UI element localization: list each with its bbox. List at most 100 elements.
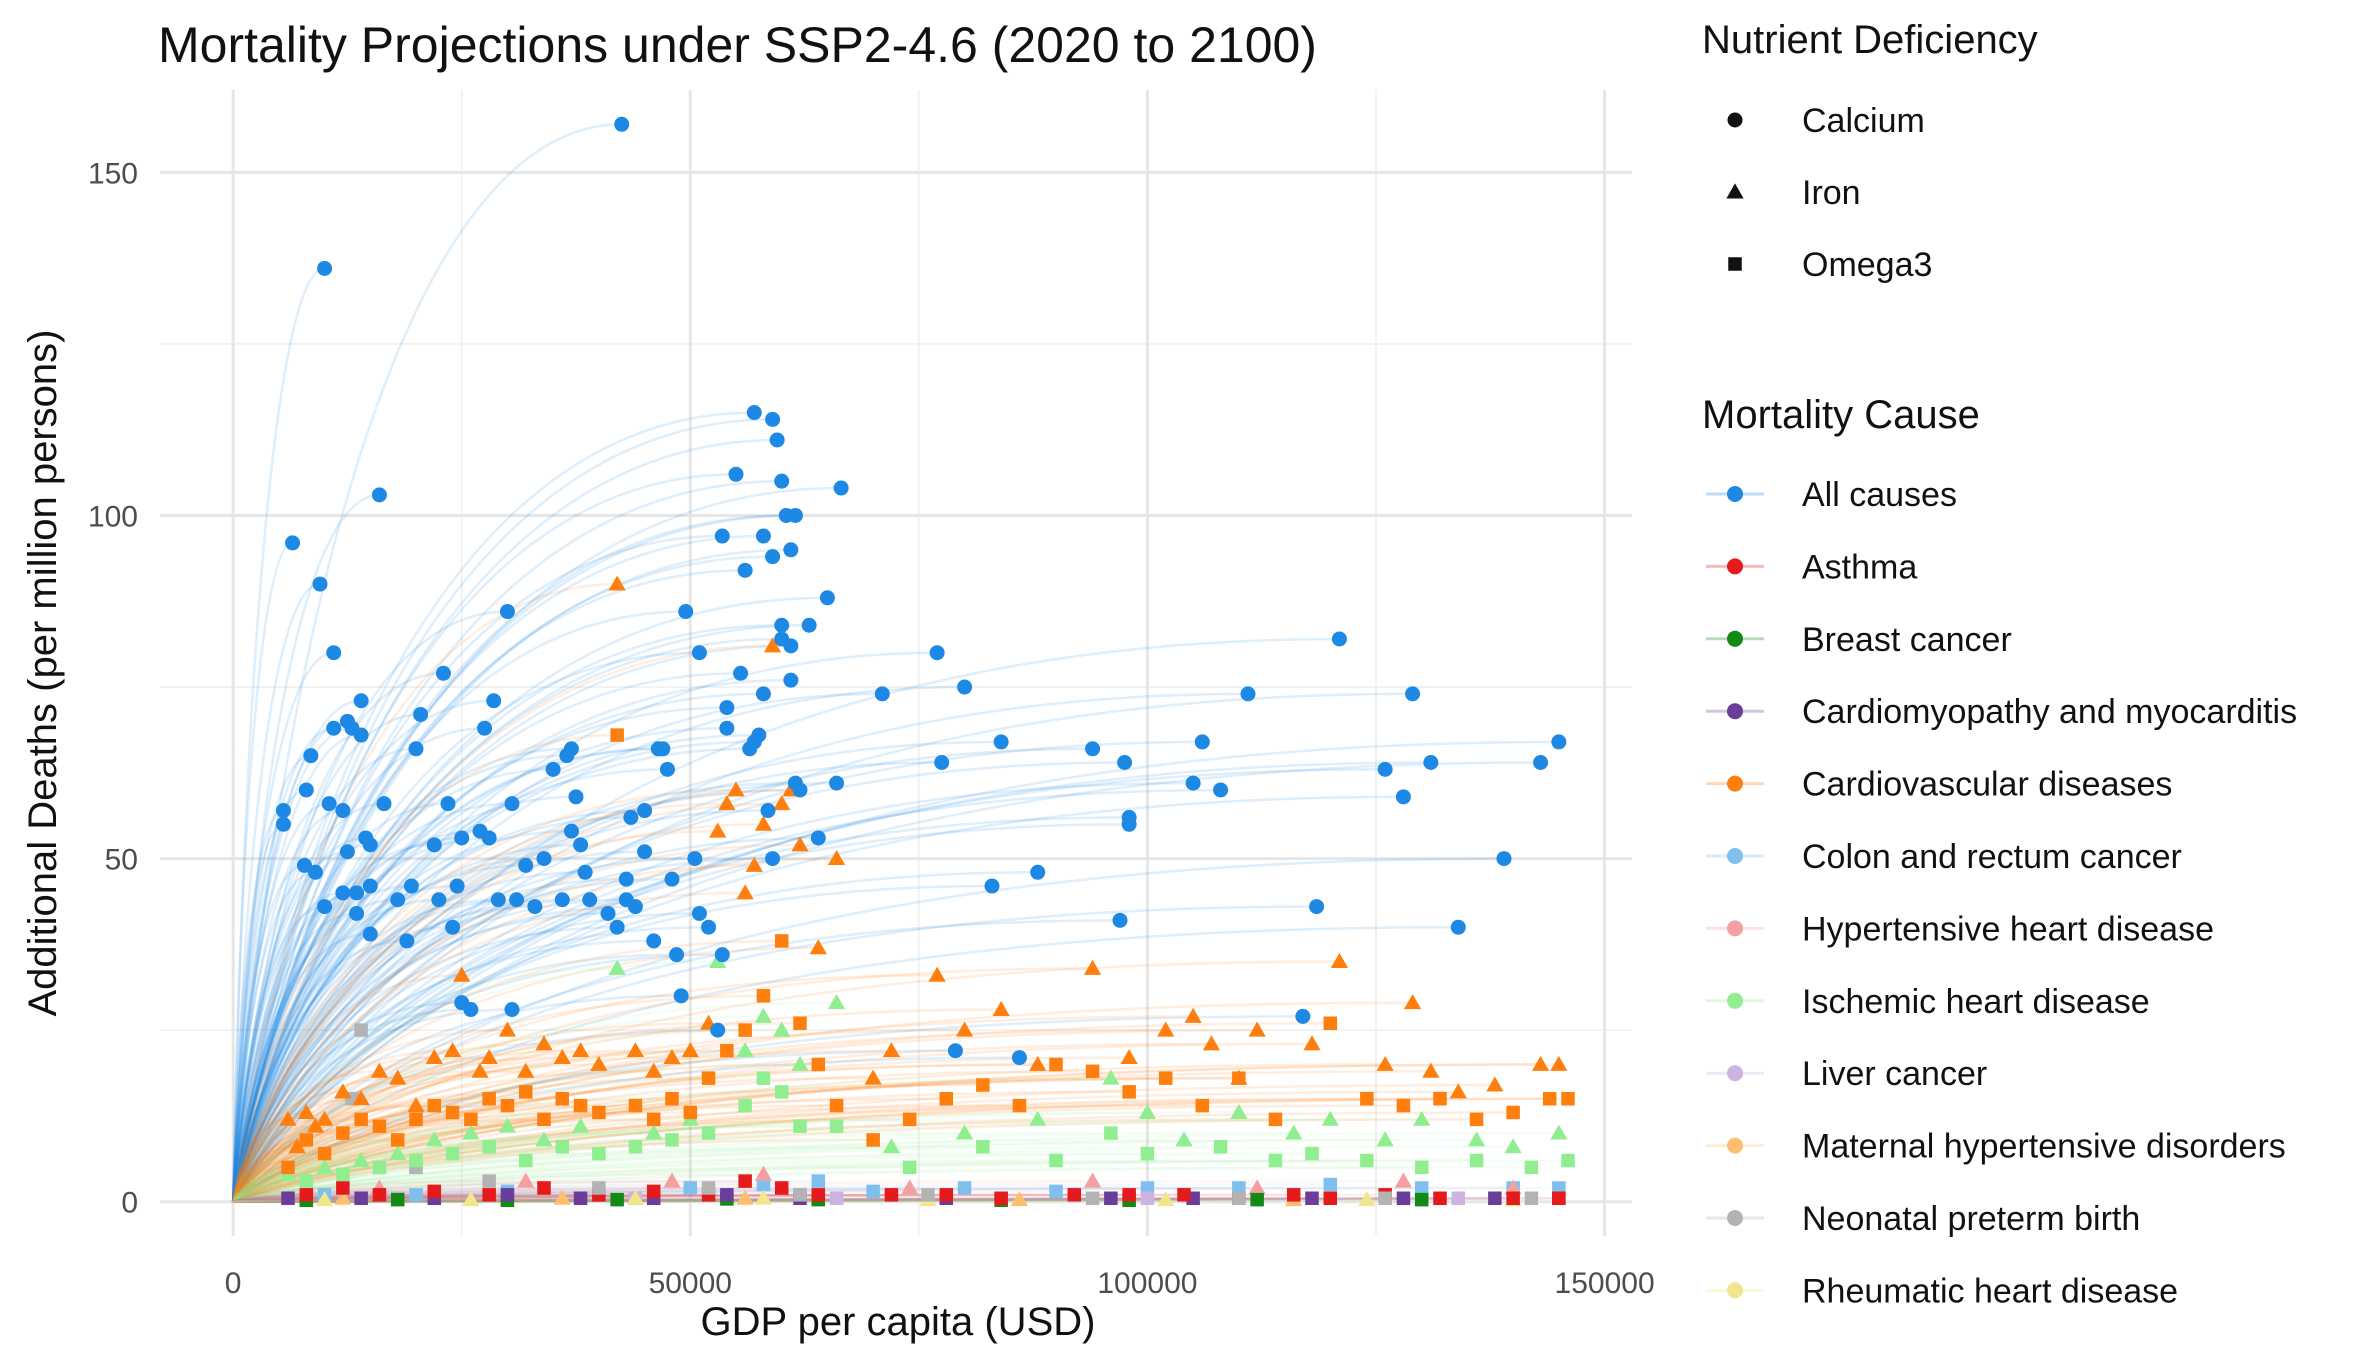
data-point <box>1067 1188 1082 1202</box>
data-point <box>1396 1191 1411 1206</box>
data-point <box>413 706 429 722</box>
trajectory-line <box>231 857 545 1202</box>
data-point <box>1433 1191 1447 1206</box>
legend-key-point <box>1727 775 1743 792</box>
data-point <box>1012 1098 1027 1113</box>
data-point <box>498 1021 517 1037</box>
trajectory-line <box>232 1015 764 1203</box>
data-point <box>1331 631 1347 647</box>
trajectory-line <box>231 912 700 1203</box>
trajectory-line <box>232 761 1541 1203</box>
data-point <box>1049 1153 1063 1168</box>
trajectory-line <box>232 1118 545 1203</box>
data-point <box>463 1002 479 1018</box>
data-point <box>407 1096 425 1113</box>
trajectory-line <box>231 747 1093 1203</box>
y-tick-label: 50 <box>105 844 138 877</box>
trajectory-line <box>232 1118 1038 1203</box>
data-point <box>1120 1048 1138 1065</box>
trajectory-line <box>232 1111 599 1203</box>
data-point <box>1403 994 1422 1010</box>
data-point <box>527 899 543 915</box>
trajectory-line <box>231 1097 353 1202</box>
data-point <box>1323 1177 1338 1192</box>
plot-panel <box>160 90 1632 1236</box>
data-point <box>1303 1035 1321 1051</box>
trajectory-line <box>232 1138 1185 1203</box>
trajectory-line <box>231 610 686 1202</box>
shape-legend-items: Calcium Iron Omega3 <box>1726 102 1932 284</box>
trajectory-line <box>231 1049 453 1203</box>
data-point <box>773 1021 791 1037</box>
trajectory-line <box>232 1138 545 1203</box>
trajectory-line <box>232 1042 1313 1203</box>
trajectory-line <box>232 1076 709 1203</box>
data-point <box>362 926 378 942</box>
trajectory-line <box>232 740 1559 1203</box>
data-point <box>1305 1191 1319 1206</box>
data-point <box>389 1145 407 1161</box>
data-point <box>536 851 552 867</box>
trajectory-line <box>231 884 458 1202</box>
data-point <box>736 1189 754 1205</box>
trajectory-line <box>232 1070 654 1203</box>
trajectory-line <box>231 809 645 1202</box>
data-point <box>299 1133 314 1147</box>
data-point <box>1213 1140 1228 1154</box>
trajectory-line <box>231 802 513 1202</box>
data-point <box>957 1181 972 1195</box>
data-point <box>336 1167 350 1181</box>
trajectory-line <box>231 809 343 1202</box>
data-point <box>957 679 973 695</box>
data-point <box>336 1126 350 1140</box>
trajectory-line <box>231 486 842 1202</box>
trajectory-line <box>231 1118 325 1202</box>
trajectory-line <box>232 1118 471 1203</box>
y-axis-title: Additional Deaths (per million persons) <box>21 330 65 1017</box>
trajectory-line <box>232 788 1221 1203</box>
data-point <box>427 1098 442 1113</box>
data-points <box>275 116 1575 1208</box>
trajectory-line <box>233 1197 636 1203</box>
data-point <box>683 1181 698 1195</box>
data-point <box>1122 1188 1136 1202</box>
data-point <box>1305 1146 1319 1161</box>
data-point <box>791 836 809 852</box>
trajectory-line <box>231 912 357 1202</box>
data-point <box>884 1188 899 1202</box>
data-point <box>498 1117 517 1133</box>
trajectory-line <box>231 548 791 1202</box>
trajectory-line <box>233 1193 1185 1203</box>
trajectory-line <box>232 1159 1477 1203</box>
trajectory-line <box>232 1028 782 1203</box>
trajectory-line <box>231 1097 362 1203</box>
trajectory-line <box>232 823 1130 1203</box>
data-point <box>687 851 703 867</box>
data-point <box>1295 1008 1311 1024</box>
trajectory-line <box>232 884 993 1203</box>
trajectory-line <box>231 582 321 1202</box>
data-point <box>1102 1069 1120 1085</box>
data-point <box>701 1126 716 1140</box>
data-point <box>1184 1007 1202 1023</box>
trajectory-line <box>232 1104 1203 1203</box>
data-point <box>335 885 351 901</box>
trajectory-line <box>231 720 348 1202</box>
trajectory-line <box>232 1193 307 1203</box>
data-point <box>866 1184 880 1199</box>
trajectory-line <box>231 569 746 1202</box>
trajectory-line <box>231 857 837 1203</box>
data-point <box>833 480 849 496</box>
data-point <box>334 1189 352 1205</box>
data-point <box>827 994 846 1010</box>
trajectory-line <box>232 1179 307 1203</box>
trajectory-line <box>231 802 782 1203</box>
data-point <box>1450 919 1466 935</box>
color-legend-items: All causes Asthma Breast cancer Cardiomyopa… <box>1706 476 2297 1310</box>
data-point <box>709 822 727 838</box>
data-point <box>409 1112 423 1127</box>
trajectory-line <box>231 967 618 1203</box>
data-point <box>678 604 694 620</box>
legend-key-triangle <box>1726 183 1744 199</box>
data-point <box>1323 1016 1338 1031</box>
